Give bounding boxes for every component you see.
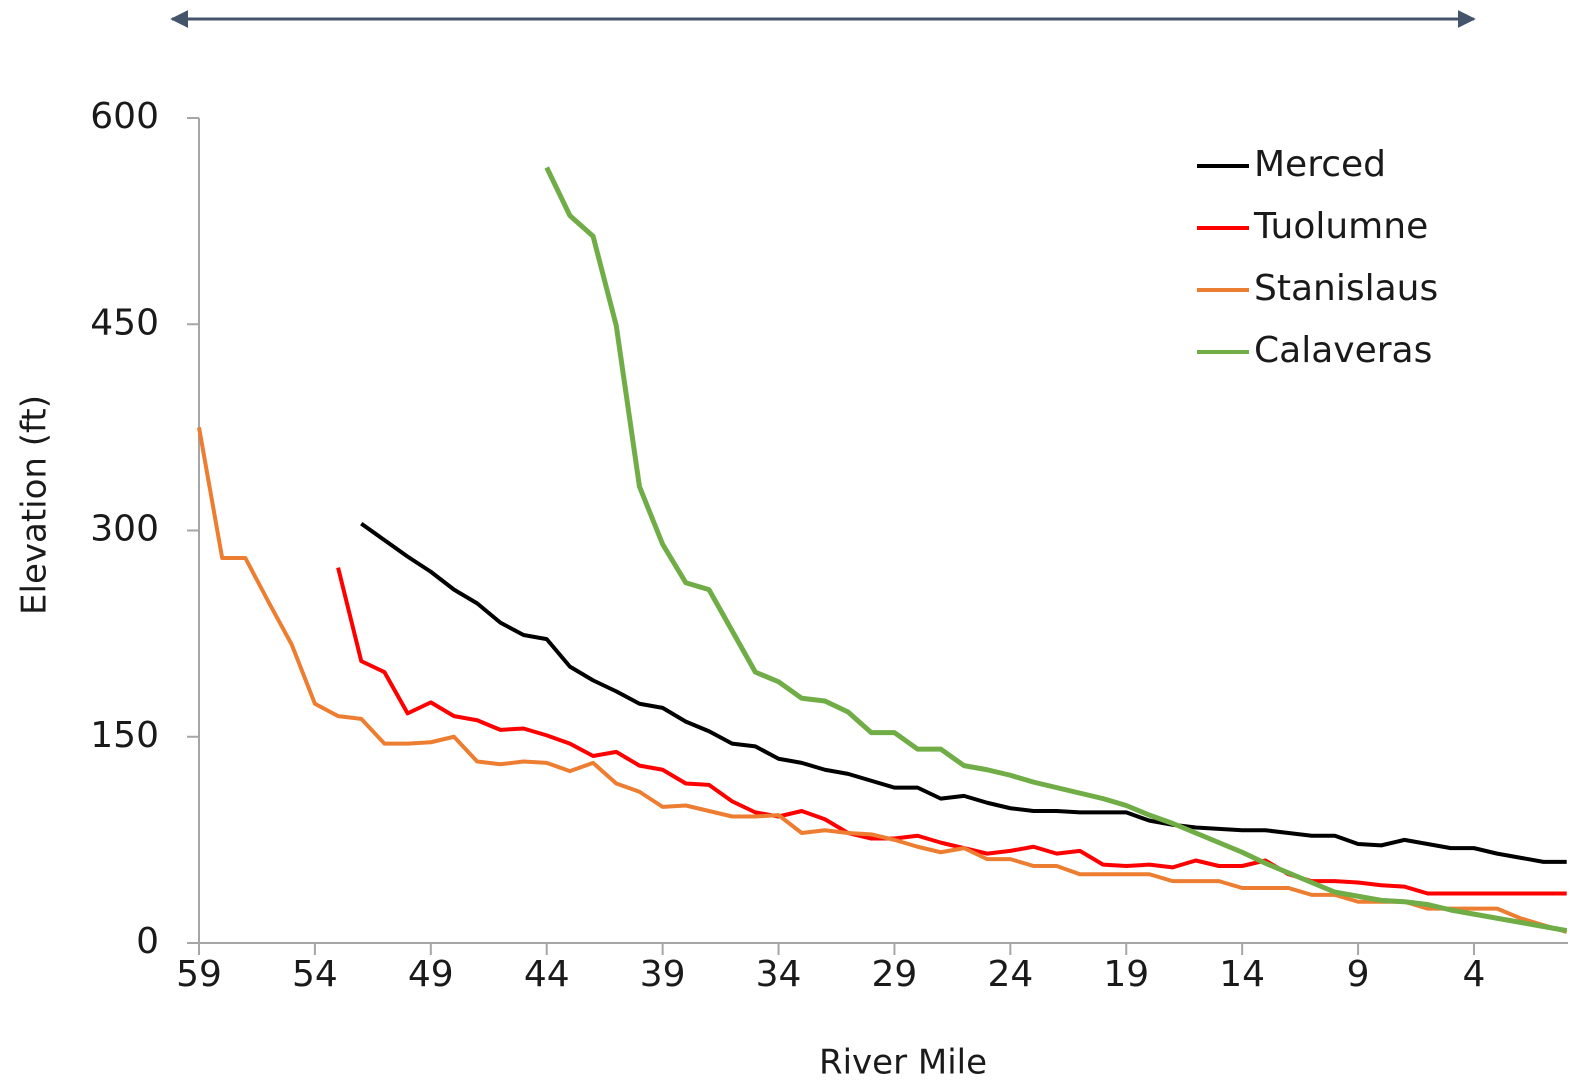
page: {"chart_data": { "type": "line", "x_labe… [0,0,1575,1091]
legend-label: Tuolumne [1253,206,1428,247]
y-tick-label: 450 [90,302,159,343]
x-tick-label: 9 [1347,954,1370,995]
x-tick-label: 39 [640,954,686,995]
x-tick-label: 34 [756,954,802,995]
x-tick-label: 24 [987,954,1033,995]
x-tick-label: 4 [1463,954,1486,995]
legend-label: Stanislaus [1254,268,1438,309]
x-tick-label: 44 [524,954,570,995]
x-axis-title: River Mile [819,1043,987,1083]
y-tick-label: 0 [136,921,159,962]
y-tick-label: 300 [90,509,159,550]
y-tick-label: 600 [90,96,159,137]
y-axis-title: Elevation (ft) [15,395,55,615]
x-tick-label: 59 [176,954,222,995]
y-tick-label: 150 [90,715,159,756]
x-tick-label: 29 [872,954,918,995]
legend-label: Calaveras [1254,330,1432,371]
legend-label: Merced [1254,144,1386,185]
x-tick-label: 19 [1103,954,1149,995]
chart: River Mile Elevation (ft) 0 150 300 450 600 5… [0,0,1575,1091]
series-line [361,524,1566,862]
x-tick-label: 49 [408,954,454,995]
series-line [199,427,1567,932]
x-tick-label: 54 [292,954,338,995]
x-tick-label: 14 [1219,954,1265,995]
